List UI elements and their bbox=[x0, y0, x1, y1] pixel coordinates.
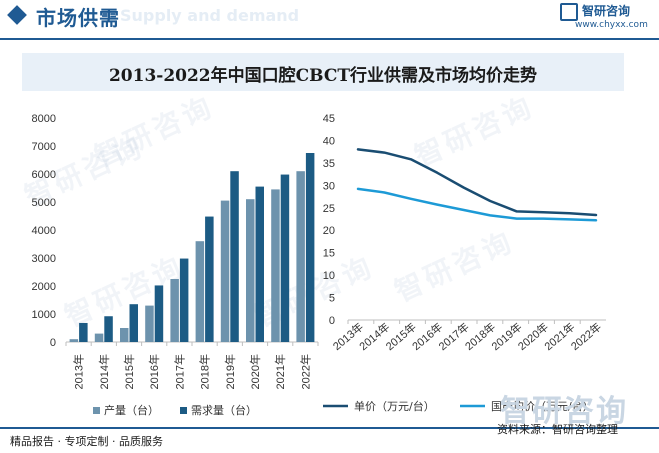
production-bar bbox=[69, 339, 79, 342]
bar-y-tick-label: 4000 bbox=[32, 225, 56, 237]
production-bar bbox=[170, 279, 179, 342]
demand-bar bbox=[79, 322, 88, 342]
production-bar bbox=[271, 189, 280, 342]
production-bar bbox=[94, 333, 104, 342]
bar-y-tick-label: 6000 bbox=[32, 169, 56, 181]
bar-x-tick-label: 2018年 bbox=[198, 354, 212, 389]
bar-y-tick-label: 8000 bbox=[32, 113, 56, 125]
demand-bar bbox=[104, 316, 113, 342]
bar-y-tick-label: 7000 bbox=[32, 141, 56, 153]
bar-x-tick-label: 2016年 bbox=[147, 354, 161, 389]
header-divider bbox=[0, 38, 659, 40]
line-y-tick-label: 20 bbox=[323, 225, 335, 237]
line-x-tick-label: 2022年 bbox=[568, 320, 604, 354]
line-y-tick-label: 10 bbox=[323, 270, 335, 282]
bar-x-tick-label: 2020年 bbox=[248, 354, 262, 389]
legend-label-demand: 需求量（台） bbox=[191, 403, 257, 417]
production-bar bbox=[246, 199, 255, 342]
bar-y-tick-label: 0 bbox=[50, 337, 56, 349]
legend-label-unit-price: 单价（万元/台） bbox=[354, 399, 435, 413]
footer-logo-watermark: 智研咨询 bbox=[500, 394, 628, 429]
demand-bar bbox=[179, 258, 189, 342]
line-y-tick-label: 25 bbox=[323, 203, 335, 215]
demand-bar bbox=[255, 186, 264, 342]
footer-divider bbox=[0, 427, 659, 429]
bar-y-tick-label: 1000 bbox=[32, 309, 56, 321]
logo-icon bbox=[560, 3, 578, 21]
section-title-watermark: Supply and demand bbox=[120, 6, 300, 25]
bar-y-tick-label: 2000 bbox=[32, 281, 56, 293]
demand-bar bbox=[205, 216, 214, 342]
line-y-tick-label: 45 bbox=[323, 113, 335, 125]
bar-x-tick-label: 2017年 bbox=[172, 354, 186, 389]
line-y-tick-label: 5 bbox=[329, 293, 335, 305]
legend-label-domestic-price: 国产均价（万元/台） bbox=[491, 399, 594, 413]
domestic-price-line bbox=[356, 187, 598, 222]
chart-title-band: 2013-2022年中国口腔CBCT行业供需及市场均价走势 bbox=[22, 53, 624, 91]
demand-bar bbox=[129, 304, 138, 342]
legend-label-production: 产量（台） bbox=[104, 403, 159, 417]
bar-x-tick-label: 2013年 bbox=[72, 354, 86, 389]
production-bar bbox=[145, 305, 154, 342]
bar-y-tick-label: 3000 bbox=[32, 253, 56, 265]
demand-bar bbox=[280, 174, 290, 342]
demand-bar bbox=[305, 153, 315, 342]
bar-x-tick-label: 2019年 bbox=[223, 354, 237, 389]
demand-bar bbox=[154, 285, 164, 342]
line-y-tick-label: 0 bbox=[329, 315, 335, 327]
line-y-tick-label: 40 bbox=[323, 135, 335, 147]
logo-url: www.chyxx.com bbox=[575, 20, 648, 30]
line-y-tick-label: 35 bbox=[323, 158, 335, 170]
source-note: 资料来源：智研咨询整理 bbox=[497, 423, 618, 436]
production-bar bbox=[296, 171, 305, 342]
unit-price-line bbox=[356, 148, 598, 217]
production-bar bbox=[120, 328, 129, 342]
bar-x-tick-label: 2021年 bbox=[273, 354, 287, 389]
line-y-tick-label: 30 bbox=[323, 180, 335, 192]
logo-name: 智研咨询 bbox=[582, 4, 631, 18]
legend-swatch-production bbox=[93, 407, 100, 414]
footer-slogan: 精品报告 · 专项定制 · 品质服务 bbox=[10, 435, 163, 448]
bar-x-tick-label: 2022年 bbox=[298, 354, 312, 389]
production-bar bbox=[195, 241, 205, 342]
header-bar: 市场供需 Supply and demand 智研咨询 www.chyxx.co… bbox=[0, 0, 659, 36]
legend-swatch-demand bbox=[180, 407, 187, 414]
bar-x-tick-label: 2014年 bbox=[97, 354, 111, 389]
demand-bar bbox=[230, 171, 239, 342]
bar-x-tick-label: 2015年 bbox=[122, 354, 136, 389]
production-bar bbox=[220, 200, 230, 342]
bar-y-tick-label: 5000 bbox=[32, 197, 56, 209]
section-title: 市场供需 bbox=[36, 6, 120, 30]
line-y-tick-label: 15 bbox=[323, 248, 335, 260]
chart-title: 2013-2022年中国口腔CBCT行业供需及市场均价走势 bbox=[108, 66, 538, 86]
